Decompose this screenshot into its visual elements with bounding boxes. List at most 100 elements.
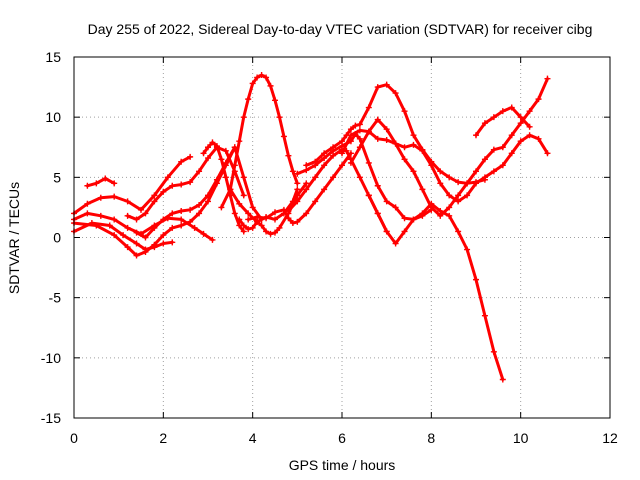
point-track-4-3 bbox=[111, 193, 118, 200]
point-track-18-6 bbox=[419, 212, 426, 219]
point-track-5-11 bbox=[196, 210, 203, 217]
point-track-7-4 bbox=[169, 210, 176, 217]
point-track-17-11 bbox=[446, 204, 453, 211]
point-track-19-4 bbox=[508, 104, 515, 111]
point-track-12-4 bbox=[280, 206, 287, 213]
point-track-16-4 bbox=[374, 135, 381, 142]
point-track-3-2 bbox=[106, 222, 113, 229]
y-tick-label-5: 10 bbox=[45, 109, 61, 125]
point-track-17-18 bbox=[508, 132, 515, 139]
point-track-9-4 bbox=[240, 114, 247, 121]
point-track-9-15 bbox=[289, 168, 296, 175]
point-track-16-2 bbox=[356, 127, 363, 134]
point-track-17-3 bbox=[374, 116, 381, 123]
point-track-16-8 bbox=[410, 141, 417, 148]
point-track-16-0 bbox=[339, 150, 345, 157]
point-track-17-2 bbox=[365, 128, 372, 135]
plot-frame bbox=[73, 56, 611, 419]
point-track-17-13 bbox=[464, 180, 471, 187]
point-track-6-5 bbox=[169, 182, 176, 189]
x-tick-label-3: 6 bbox=[338, 430, 346, 446]
point-track-15-11 bbox=[383, 81, 390, 88]
point-track-15-17 bbox=[437, 168, 444, 175]
point-track-11-7 bbox=[267, 230, 274, 237]
series-line-track-4 bbox=[72, 155, 192, 215]
grid-lines bbox=[74, 57, 610, 418]
point-track-12-0 bbox=[245, 216, 252, 223]
point-track-1-2 bbox=[97, 212, 104, 219]
point-track-12-1 bbox=[254, 214, 261, 221]
chart-title: Day 255 of 2022, Sidereal Day-to-day VTE… bbox=[88, 21, 593, 37]
point-track-11-2 bbox=[245, 226, 252, 233]
point-track-14-22 bbox=[481, 312, 488, 319]
point-track-15-9 bbox=[365, 104, 372, 111]
point-track-14-9 bbox=[365, 159, 372, 166]
point-track-17-4 bbox=[383, 126, 390, 133]
point-track-9-16 bbox=[294, 180, 301, 187]
point-track-4-5 bbox=[138, 206, 144, 213]
point-track-11-9 bbox=[276, 224, 283, 231]
point-track-15-0 bbox=[303, 162, 310, 169]
point-track-11-12 bbox=[303, 180, 310, 187]
point-track-6-7 bbox=[187, 179, 194, 186]
point-track-16-18 bbox=[499, 162, 506, 169]
point-track-16-5 bbox=[383, 137, 390, 144]
point-track-9-13 bbox=[280, 133, 287, 140]
point-track-11-8 bbox=[272, 229, 278, 236]
point-track-11-6 bbox=[263, 228, 270, 235]
point-track-10-1 bbox=[236, 200, 243, 207]
point-track-8-5 bbox=[222, 174, 229, 181]
point-track-6-3 bbox=[151, 198, 158, 205]
point-track-16-23 bbox=[544, 150, 551, 157]
series-track-9 bbox=[218, 72, 301, 211]
point-track-18-5 bbox=[410, 216, 417, 223]
point-track-8-3 bbox=[213, 143, 220, 150]
point-track-7-2 bbox=[151, 224, 158, 231]
point-track-4-6 bbox=[151, 192, 158, 199]
point-track-18-1 bbox=[374, 210, 381, 217]
point-track-5-8 bbox=[169, 224, 176, 231]
point-track-1-8 bbox=[178, 216, 185, 223]
point-track-16-10 bbox=[428, 162, 435, 169]
point-track-17-5 bbox=[392, 140, 399, 147]
series-track-12 bbox=[245, 150, 354, 227]
point-track-16-1 bbox=[347, 132, 354, 139]
point-track-2-0 bbox=[84, 182, 91, 189]
point-track-9-10 bbox=[267, 82, 274, 89]
point-track-4-1 bbox=[84, 200, 91, 207]
point-track-5-3 bbox=[124, 244, 131, 251]
point-track-15-10 bbox=[374, 84, 381, 91]
y-tick-label-0: -15 bbox=[41, 410, 61, 426]
point-track-13-1 bbox=[294, 198, 301, 205]
point-track-9-5 bbox=[245, 96, 252, 103]
point-track-1-3 bbox=[111, 216, 118, 223]
point-track-9-12 bbox=[276, 114, 283, 121]
point-track-12-10 bbox=[321, 186, 328, 193]
x-tick-label-0: 0 bbox=[70, 430, 78, 446]
point-track-17-15 bbox=[481, 156, 488, 163]
point-track-13-4 bbox=[321, 162, 328, 169]
point-track-5-10 bbox=[187, 218, 194, 225]
point-track-17-21 bbox=[535, 96, 542, 103]
y-tick-label-1: -10 bbox=[41, 350, 61, 366]
point-track-6-1 bbox=[133, 216, 140, 223]
point-track-14-19 bbox=[455, 228, 462, 235]
point-track-17-1 bbox=[356, 144, 363, 151]
point-track-9-7 bbox=[254, 74, 261, 81]
point-track-15-7 bbox=[352, 122, 359, 129]
series-track-5 bbox=[71, 144, 238, 259]
point-track-14-10 bbox=[374, 182, 381, 189]
axis-ticks bbox=[73, 56, 611, 419]
y-tick-label-6: 15 bbox=[45, 49, 61, 65]
point-track-17-22 bbox=[544, 75, 551, 82]
point-track-17-14 bbox=[473, 168, 479, 175]
point-track-11-0 bbox=[236, 216, 243, 223]
x-tick-labels: 0 2 4 6 8 10 12 bbox=[70, 430, 618, 446]
point-track-12-8 bbox=[303, 210, 310, 217]
point-track-18-2 bbox=[383, 228, 390, 235]
point-track-19-1 bbox=[481, 120, 488, 127]
point-track-8-0 bbox=[200, 150, 207, 157]
x-tick-label-5: 10 bbox=[513, 430, 529, 446]
point-track-7-3 bbox=[160, 216, 167, 223]
